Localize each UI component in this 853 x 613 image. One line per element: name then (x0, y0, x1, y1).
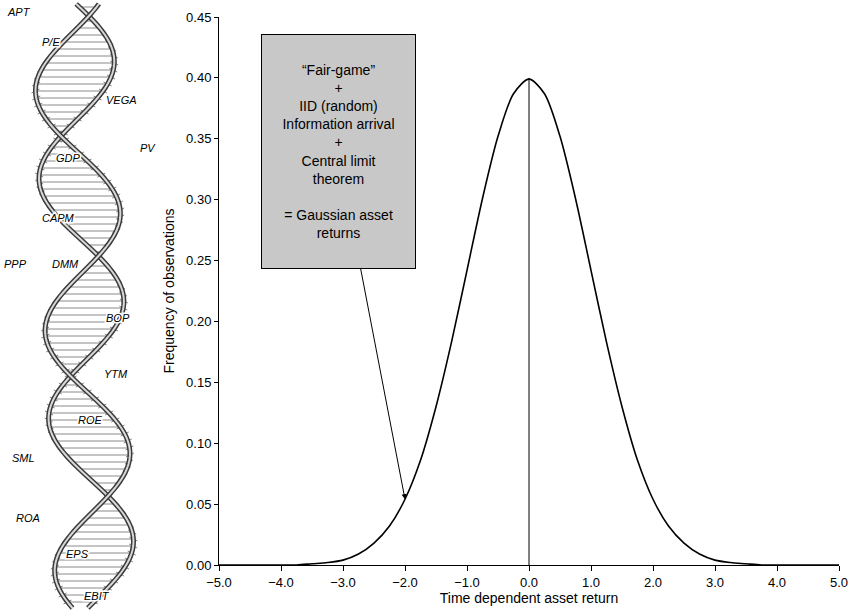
svg-text:0.10: 0.10 (186, 436, 211, 451)
svg-text:“Fair-game”+IID (random)Inform: “Fair-game”+IID (random)Information arri… (282, 62, 394, 242)
svg-text:5.0: 5.0 (830, 575, 848, 590)
svg-text:Time dependent asset return: Time dependent asset return (440, 590, 618, 606)
svg-text:0.00: 0.00 (186, 558, 211, 573)
svg-text:−3.0: −3.0 (330, 575, 356, 590)
svg-text:4.0: 4.0 (768, 575, 786, 590)
svg-text:−5.0: −5.0 (206, 575, 232, 590)
svg-text:APT: APT (7, 6, 31, 18)
svg-text:ROA: ROA (16, 512, 40, 524)
svg-text:EPS: EPS (66, 548, 89, 560)
svg-text:0.15: 0.15 (186, 375, 211, 390)
svg-text:1.0: 1.0 (582, 575, 600, 590)
svg-text:0.40: 0.40 (186, 70, 211, 85)
svg-text:0.25: 0.25 (186, 253, 211, 268)
svg-text:2.0: 2.0 (644, 575, 662, 590)
svg-text:PPP: PPP (4, 258, 27, 270)
svg-text:0.30: 0.30 (186, 192, 211, 207)
svg-text:P/E: P/E (42, 36, 60, 48)
svg-text:−4.0: −4.0 (268, 575, 294, 590)
svg-text:DMM: DMM (52, 258, 79, 270)
svg-text:SML: SML (12, 452, 35, 464)
svg-text:EBIT: EBIT (84, 590, 110, 602)
svg-text:−2.0: −2.0 (392, 575, 418, 590)
svg-text:Frequency of observations: Frequency of observations (161, 209, 177, 374)
svg-text:GDP: GDP (56, 152, 81, 164)
svg-text:VEGA: VEGA (106, 94, 137, 106)
svg-text:CAPM: CAPM (42, 212, 75, 224)
svg-text:0.05: 0.05 (186, 497, 211, 512)
svg-text:ROE: ROE (78, 414, 103, 426)
svg-text:0.45: 0.45 (186, 10, 211, 25)
svg-text:0.20: 0.20 (186, 314, 211, 329)
svg-text:0.0: 0.0 (520, 575, 538, 590)
svg-text:3.0: 3.0 (706, 575, 724, 590)
svg-text:YTM: YTM (104, 368, 128, 380)
svg-text:BOP: BOP (106, 312, 130, 324)
svg-text:PV: PV (140, 142, 156, 154)
svg-text:−1.0: −1.0 (454, 575, 480, 590)
svg-text:0.35: 0.35 (186, 131, 211, 146)
